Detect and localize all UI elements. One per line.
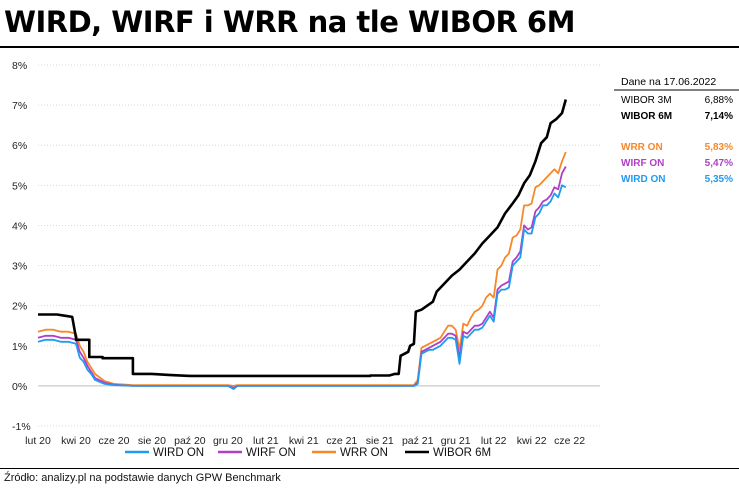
source-divider <box>0 468 739 469</box>
legend-label: WRR ON <box>340 447 388 459</box>
x-tick-label: paź 20 <box>174 435 206 447</box>
panel-row-label: WIBOR 3M <box>621 95 672 106</box>
panel-row-value: 6,88% <box>705 95 733 106</box>
x-tick-label: gru 20 <box>213 435 243 447</box>
x-tick-label: cze 22 <box>554 435 585 447</box>
y-tick-label: 6% <box>12 140 27 152</box>
title-divider <box>0 46 739 48</box>
y-tick-label: 8% <box>12 60 27 72</box>
chart-area: -1% 0% 1% 2% 3% 4% 5% 6% 7% 8% lut 20 kwi 20 cze 20… <box>12 60 739 459</box>
panel-row-label: WIRF ON <box>621 158 664 169</box>
source-note: Źródło: analizy.pl na podstawie danych G… <box>4 472 281 484</box>
y-axis-ticks: -1% 0% 1% 2% 3% 4% 5% 6% 7% 8% <box>12 60 31 433</box>
legend-label: WIBOR 6M <box>433 447 491 459</box>
panel-heading: Dane na 17.06.2022 <box>621 76 716 88</box>
grid-lines <box>38 64 600 427</box>
panel-row-label: WIRD ON <box>621 174 665 185</box>
x-tick-label: lut 20 <box>25 435 51 447</box>
y-tick-label: 5% <box>12 180 27 192</box>
x-axis-ticks: lut 20 kwi 20 cze 20 sie 20 paź 20 gru 20 lut … <box>25 435 585 447</box>
x-tick-label: sie 21 <box>366 435 394 447</box>
panel-row-value: 7,14% <box>705 111 733 122</box>
x-tick-label: lut 21 <box>253 435 279 447</box>
y-tick-label: 1% <box>12 341 27 353</box>
legend: WIRD ON WIRF ON WRR ON WIBOR 6M <box>125 447 491 459</box>
chart-title: WIRD, WIRF i WRR na tle WIBOR 6M <box>4 5 575 39</box>
y-tick-label: 3% <box>12 261 27 273</box>
x-tick-label: kwi 20 <box>61 435 91 447</box>
y-tick-label: 4% <box>12 220 27 232</box>
series-line-wirf-on <box>37 166 567 389</box>
panel-row-label: WRR ON <box>621 142 663 153</box>
panel-row-label: WIBOR 6M <box>621 111 672 122</box>
x-tick-label: paź 21 <box>402 435 434 447</box>
x-tick-label: cze 21 <box>326 435 357 447</box>
x-tick-label: kwi 22 <box>517 435 547 447</box>
y-tick-label: 0% <box>12 381 27 393</box>
x-tick-label: gru 21 <box>441 435 471 447</box>
series-line-wibor-6m <box>38 99 568 378</box>
series-line-wrr-on <box>37 151 567 387</box>
data-panel: Dane na 17.06.2022 WIBOR 3M 6,88% WIBOR 6M… <box>614 76 739 185</box>
legend-label: WIRD ON <box>153 447 204 459</box>
panel-row-value: 5,35% <box>705 174 733 185</box>
y-tick-label: 7% <box>12 100 27 112</box>
series-line-wird-on <box>37 184 567 390</box>
x-tick-label: lut 22 <box>481 435 507 447</box>
x-tick-label: cze 20 <box>98 435 129 447</box>
x-tick-label: sie 20 <box>138 435 166 447</box>
panel-row-value: 5,83% <box>705 142 733 153</box>
y-tick-label: -1% <box>12 421 31 433</box>
legend-label: WIRF ON <box>246 447 296 459</box>
x-tick-label: kwi 21 <box>289 435 319 447</box>
y-tick-label: 2% <box>12 301 27 313</box>
series-lines <box>37 99 568 390</box>
panel-row-value: 5,47% <box>705 158 733 169</box>
